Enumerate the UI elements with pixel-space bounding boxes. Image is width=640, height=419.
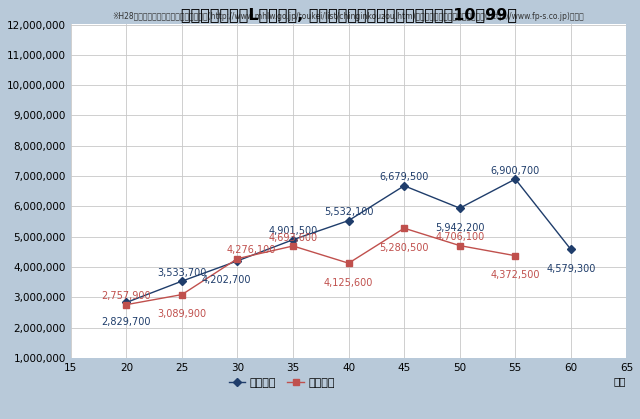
男性年収 <box>345 218 353 223</box>
Text: 4,706,100: 4,706,100 <box>435 232 484 242</box>
Text: 4,276,100: 4,276,100 <box>227 245 276 255</box>
Text: 5,532,100: 5,532,100 <box>324 207 373 217</box>
男性年収 <box>289 237 297 242</box>
男性年収 <box>122 300 130 305</box>
男性年収 <box>511 176 519 181</box>
男性年収 <box>401 183 408 188</box>
Text: 4,901,500: 4,901,500 <box>268 226 317 236</box>
Text: 2,757,900: 2,757,900 <box>102 291 151 301</box>
Text: 4,372,500: 4,372,500 <box>490 270 540 280</box>
Text: 4,693,600: 4,693,600 <box>269 233 317 243</box>
Text: 6,679,500: 6,679,500 <box>380 173 429 182</box>
男性年収 <box>178 279 186 284</box>
Text: 3,089,900: 3,089,900 <box>157 309 207 319</box>
女性年収 <box>511 253 519 258</box>
女性年収 <box>401 226 408 231</box>
女性年収 <box>345 261 353 266</box>
Text: ※H28年「厚労省賃金構造基本統計調査」(http://www.mhlw.go.jp/toukei/list/chinginkouzou.htm)を基に安達社会: ※H28年「厚労省賃金構造基本統計調査」(http://www.mhlw.go.… <box>113 12 584 21</box>
男性年収 <box>456 206 463 211</box>
Text: 4,579,300: 4,579,300 <box>546 264 596 274</box>
Text: 5,280,500: 5,280,500 <box>380 243 429 253</box>
女性年収 <box>122 302 130 307</box>
女性年収 <box>234 256 241 261</box>
Text: 5,942,200: 5,942,200 <box>435 222 484 233</box>
Text: 4,125,600: 4,125,600 <box>324 278 373 287</box>
Text: 6,900,700: 6,900,700 <box>491 166 540 176</box>
Text: 3,533,700: 3,533,700 <box>157 268 207 278</box>
Legend: 男性年収, 女性年収: 男性年収, 女性年収 <box>225 373 340 393</box>
女性年収 <box>289 243 297 248</box>
Text: 4,202,700: 4,202,700 <box>202 275 251 285</box>
Title: 『年収』大阪･L学術研究, 専門･技術サービス業･人数規樘10～99人: 『年収』大阪･L学術研究, 専門･技術サービス業･人数規樘10～99人 <box>180 7 516 22</box>
Line: 男性年収: 男性年収 <box>124 176 574 305</box>
Text: 2,829,700: 2,829,700 <box>102 317 151 327</box>
女性年収 <box>178 292 186 297</box>
男性年収 <box>567 247 575 252</box>
女性年収 <box>456 243 463 248</box>
Text: 年齢: 年齢 <box>614 376 627 386</box>
男性年収 <box>234 259 241 264</box>
Line: 女性年収: 女性年収 <box>123 225 519 308</box>
